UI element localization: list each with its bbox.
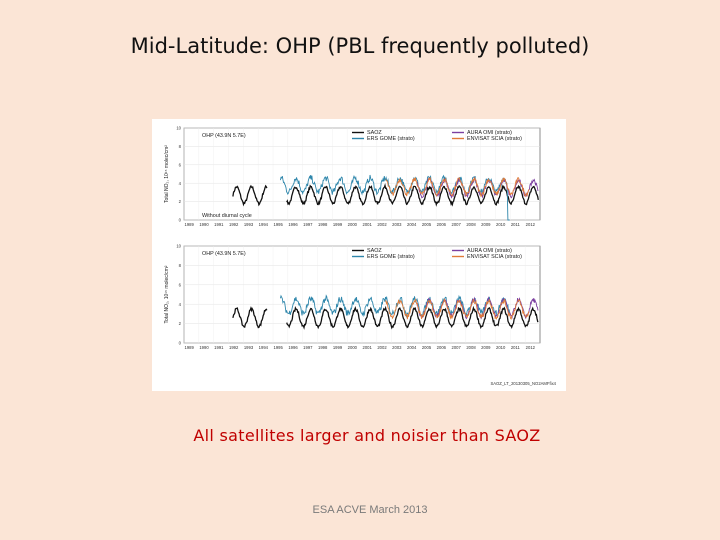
slide-caption: All satellites larger and noisier than S… bbox=[193, 426, 541, 445]
x-tick-label: 1992 bbox=[229, 222, 239, 227]
x-tick-label: 1999 bbox=[333, 222, 343, 227]
x-tick-label: 2000 bbox=[348, 222, 358, 227]
x-tick-label: 2005 bbox=[422, 345, 432, 350]
legend-label: AURA OMI (strato) bbox=[467, 248, 512, 254]
y-tick-label: 8 bbox=[179, 263, 182, 268]
x-tick-label: 1993 bbox=[244, 345, 254, 350]
y-tick-label: 4 bbox=[179, 181, 182, 186]
x-tick-label: 1989 bbox=[185, 222, 195, 227]
slide-title: Mid-Latitude: OHP (PBL frequently pollut… bbox=[130, 34, 590, 58]
y-tick-label: 2 bbox=[179, 321, 182, 326]
x-tick-label: 1989 bbox=[185, 345, 195, 350]
y-tick-label: 2 bbox=[179, 199, 182, 204]
x-tick-label: 2007 bbox=[452, 345, 462, 350]
y-tick-label: 4 bbox=[179, 302, 182, 307]
y-tick-label: 6 bbox=[179, 162, 182, 167]
x-tick-label: 2002 bbox=[377, 222, 387, 227]
x-tick-label: 2010 bbox=[496, 345, 506, 350]
legend-label: ENVISAT SCIA (strato) bbox=[467, 254, 522, 260]
site-label: OHP (43.9N 5.7E) bbox=[202, 133, 246, 139]
x-tick-label: 1998 bbox=[318, 345, 328, 350]
legend-label: SAOZ bbox=[367, 130, 382, 136]
x-tick-label: 2012 bbox=[526, 222, 536, 227]
x-tick-label: 1994 bbox=[259, 222, 269, 227]
x-tick-label: 1997 bbox=[303, 222, 313, 227]
legend-label: ENVISAT SCIA (strato) bbox=[467, 136, 522, 142]
series-line-envisat-scia-strato bbox=[385, 176, 530, 198]
series-line-saoz bbox=[232, 183, 539, 207]
legend-label: AURA OMI (strato) bbox=[467, 130, 512, 136]
x-tick-label: 1995 bbox=[274, 222, 284, 227]
x-tick-label: 1994 bbox=[259, 345, 269, 350]
x-tick-label: 1997 bbox=[303, 345, 313, 350]
x-tick-label: 1998 bbox=[318, 222, 328, 227]
x-tick-label: 2004 bbox=[407, 345, 417, 350]
x-tick-label: 2001 bbox=[363, 222, 373, 227]
x-tick-label: 1999 bbox=[333, 345, 343, 350]
y-tick-label: 10 bbox=[176, 126, 181, 131]
x-tick-label: 2011 bbox=[511, 345, 521, 350]
legend-label: ERS GOME (strato) bbox=[367, 254, 415, 260]
x-tick-label: 2002 bbox=[377, 345, 387, 350]
x-tick-label: 2008 bbox=[466, 345, 476, 350]
y-axis-label: Total NO₂, 10¹⁵ molec/cm² bbox=[164, 145, 170, 203]
y-axis-label: Total NO₂, 10¹⁵ molec/cm² bbox=[164, 265, 170, 323]
x-tick-label: 2009 bbox=[481, 345, 491, 350]
x-tick-label: 2008 bbox=[466, 222, 476, 227]
y-tick-label: 6 bbox=[179, 282, 182, 287]
x-tick-label: 2012 bbox=[526, 345, 536, 350]
x-tick-label: 1996 bbox=[288, 345, 298, 350]
x-tick-label: 1996 bbox=[288, 222, 298, 227]
x-tick-label: 2011 bbox=[511, 222, 521, 227]
x-tick-label: 1990 bbox=[199, 222, 209, 227]
x-tick-label: 2010 bbox=[496, 222, 506, 227]
x-tick-label: 2003 bbox=[392, 345, 402, 350]
y-tick-label: 0 bbox=[179, 218, 182, 223]
x-tick-label: 1990 bbox=[199, 345, 209, 350]
x-tick-label: 1993 bbox=[244, 222, 254, 227]
x-tick-label: 2005 bbox=[422, 222, 432, 227]
figure-id-label: SAOZ_LT_20130305_NO2AMFfix4 bbox=[490, 381, 556, 386]
y-tick-label: 8 bbox=[179, 144, 182, 149]
x-tick-label: 1991 bbox=[214, 222, 224, 227]
legend-label: SAOZ bbox=[367, 248, 382, 254]
series-line-envisat-scia-strato bbox=[385, 298, 530, 320]
chart-svg: 0 2 4 6 8 10 1989 1990 1991 1992 1993 1994 1995 1996 1… bbox=[164, 126, 557, 386]
y-tick-label: 0 bbox=[179, 341, 182, 346]
x-tick-label: 2006 bbox=[437, 345, 447, 350]
x-tick-label: 2003 bbox=[392, 222, 402, 227]
y-tick-label: 10 bbox=[176, 244, 181, 249]
x-tick-label: 1991 bbox=[214, 345, 224, 350]
legend-label: ERS GOME (strato) bbox=[367, 136, 415, 142]
x-tick-label: 1992 bbox=[229, 345, 239, 350]
x-tick-label: 2004 bbox=[407, 222, 417, 227]
x-tick-label: 2000 bbox=[348, 345, 358, 350]
panel-annotation: Without diurnal cycle bbox=[202, 213, 252, 219]
x-tick-label: 2009 bbox=[481, 222, 491, 227]
x-tick-label: 2006 bbox=[437, 222, 447, 227]
x-tick-label: 2007 bbox=[452, 222, 462, 227]
x-tick-label: 2001 bbox=[363, 345, 373, 350]
x-tick-label: 1995 bbox=[274, 345, 284, 350]
series-line-saoz bbox=[232, 305, 539, 330]
slide-footer: ESA ACVE March 2013 bbox=[312, 504, 428, 516]
site-label: OHP (43.9N 5.7E) bbox=[202, 251, 246, 257]
chart-figure: 0 2 4 6 8 10 1989 1990 1991 1992 1993 1994 1995 1996 1… bbox=[152, 119, 566, 391]
